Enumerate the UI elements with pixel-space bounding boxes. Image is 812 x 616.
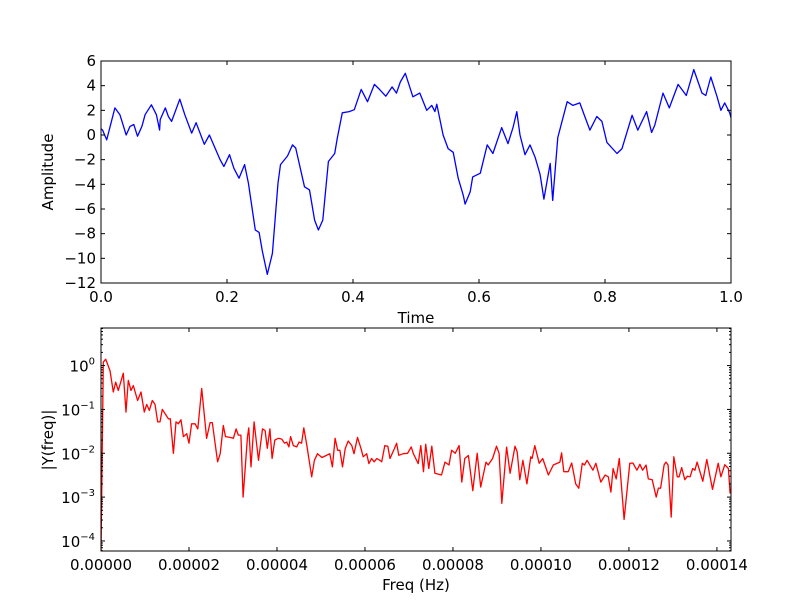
time-axis-x-label: Time — [397, 309, 435, 327]
time-axis-y-label: Amplitude — [39, 134, 57, 211]
x-tick-label: 0.2 — [215, 288, 239, 306]
y-tick-label-exponent: −4 — [80, 532, 95, 543]
signal-line — [101, 68, 731, 276]
y-tick-label: 4 — [86, 77, 96, 95]
y-tick-label: −2 — [74, 151, 96, 169]
y-tick-label-base: 10 — [61, 445, 80, 463]
y-tick-label: −10 — [64, 249, 96, 267]
x-tick-label: 0.00012 — [598, 556, 660, 574]
freq-axis-x-label: Freq (Hz) — [382, 576, 450, 594]
y-tick-label: 10−4 — [61, 532, 95, 551]
x-tick-label: 0.00006 — [334, 556, 396, 574]
y-tick-label: −4 — [74, 175, 96, 193]
y-tick-label: 0 — [86, 126, 96, 144]
y-tick-label-base: 10 — [70, 358, 89, 376]
frequency-domain-axes: 0.00000 0.00002 0.00004 0.00006 0.00008 0.000… — [61, 327, 748, 574]
y-tick-label-exponent: −2 — [80, 444, 95, 455]
axes-frame — [100, 60, 732, 284]
time-domain-axes: 0.0 0.2 0.4 0.6 0.8 1.0 −12 −10 −8 −6 −4 −2 0 2 4 6 — [64, 52, 743, 306]
y-tick-label: −12 — [64, 274, 96, 292]
x-tick-label: 0.4 — [341, 288, 365, 306]
x-tick-label: 0.00014 — [686, 556, 748, 574]
axes-frame — [100, 327, 732, 552]
y-tick-label: 2 — [86, 101, 96, 119]
x-tick-label: 0.0 — [89, 288, 113, 306]
x-tick-label: 0.00010 — [510, 556, 572, 574]
x-tick-label: 0.00002 — [158, 556, 220, 574]
x-tick-label: 1.0 — [719, 288, 743, 306]
y-tick-label: 10−1 — [61, 400, 95, 419]
spectrum-line — [101, 358, 731, 551]
y-tick-label: −8 — [74, 225, 96, 243]
x-tick-label: 0.00000 — [70, 556, 132, 574]
y-tick-label: 100 — [70, 357, 95, 376]
x-tick-label: 0.8 — [593, 288, 617, 306]
x-tick-label: 0.00008 — [422, 556, 484, 574]
y-tick-label-base: 10 — [61, 533, 80, 551]
x-tick-label: 0.00004 — [246, 556, 308, 574]
y-tick-label: 10−3 — [61, 488, 95, 507]
freq-axis-y-label: |Y(freq)| — [39, 410, 57, 471]
y-tick-label-exponent: −1 — [80, 400, 95, 411]
y-tick-label-exponent: −3 — [80, 488, 95, 499]
y-tick-label-base: 10 — [61, 401, 80, 419]
y-tick-label: 10−2 — [61, 444, 95, 463]
y-tick-label-base: 10 — [61, 489, 80, 507]
y-tick-label-exponent: 0 — [89, 357, 95, 368]
x-tick-label: 0.6 — [467, 288, 491, 306]
y-tick-label: −6 — [74, 200, 96, 218]
y-tick-label: 6 — [86, 52, 96, 70]
